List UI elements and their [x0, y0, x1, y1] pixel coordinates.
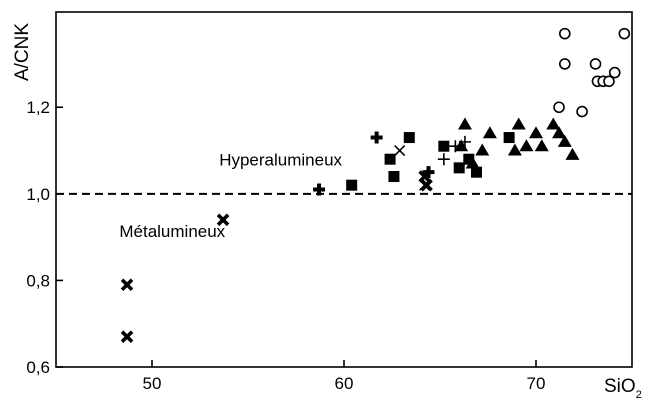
triangle-point	[511, 117, 526, 130]
square-point	[403, 132, 415, 144]
x-tick-label: 60	[335, 374, 354, 393]
triangle-point	[529, 126, 543, 139]
circle-point	[603, 75, 615, 88]
triangle-point	[475, 143, 490, 156]
triangle-point	[454, 139, 469, 152]
triangle-point	[507, 143, 522, 156]
circle-point	[553, 101, 565, 114]
triangle-point	[546, 117, 561, 130]
square-point	[384, 153, 396, 165]
plus-point	[437, 153, 450, 166]
triangle-point	[552, 126, 567, 139]
square-point	[470, 166, 482, 178]
y-tick-label: 1,2	[26, 98, 50, 117]
triangle-point	[534, 139, 549, 152]
y-tick-label: 0,8	[26, 271, 50, 290]
circle-point	[558, 58, 571, 70]
square-point	[388, 171, 400, 183]
square-point	[453, 162, 465, 174]
x-axis-title-main: SiO	[604, 376, 636, 397]
triangle-point	[565, 147, 580, 160]
y-tick-label: 1,0	[26, 185, 50, 204]
data-points	[120, 27, 631, 343]
x-tick-label: 50	[143, 374, 162, 393]
bold-cross-point	[120, 278, 134, 292]
filled-plus-point	[370, 131, 383, 144]
region-label: Métalumineux	[119, 222, 225, 241]
square-point	[463, 153, 475, 165]
circle-point	[618, 27, 631, 40]
plot-frame	[55, 11, 633, 368]
x-axis-title: SiO2	[604, 376, 642, 401]
circle-point	[589, 58, 602, 70]
y-axis-ticks: 0,6 0,8 1,0 1,2	[26, 98, 63, 377]
bold-cross-point	[216, 213, 230, 227]
triangle-point	[557, 134, 572, 147]
circle-point	[608, 66, 621, 79]
triangle-point	[519, 139, 534, 152]
bold-cross-point	[420, 178, 433, 192]
square-point	[438, 140, 450, 152]
x-axis-title-subscript: 2	[636, 389, 642, 401]
circle-point	[576, 105, 588, 118]
triangle-point	[465, 156, 480, 169]
triangle-point	[482, 126, 497, 139]
x-axis-ticks: 50 60 70	[143, 360, 546, 393]
square-point	[346, 179, 358, 191]
x-point	[419, 179, 431, 191]
square-point	[503, 132, 515, 144]
x-tick-label: 70	[527, 374, 546, 393]
filled-plus-point	[422, 166, 435, 179]
region-labels: Hyperalumineux Métalumineux	[119, 151, 342, 241]
x-point	[394, 144, 406, 157]
y-axis-title: A/CNK	[12, 23, 33, 81]
y-tick-label: 0,6	[26, 358, 50, 377]
triangle-point	[457, 117, 472, 130]
bold-cross-point	[120, 330, 134, 343]
filled-plus-point	[313, 183, 326, 196]
region-label: Hyperalumineux	[219, 151, 342, 170]
circle-point	[558, 27, 571, 40]
